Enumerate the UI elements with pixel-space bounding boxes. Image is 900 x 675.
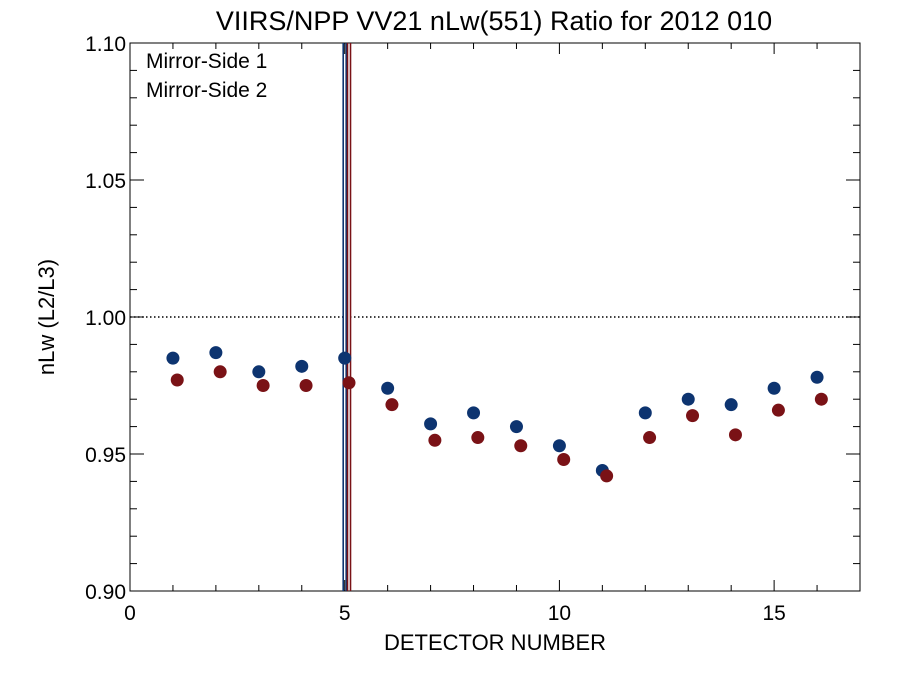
data-point-series-1 <box>338 351 352 365</box>
data-point-series-2 <box>771 403 785 417</box>
data-point-series-2 <box>814 392 828 406</box>
y-tick-label: 1.10 <box>85 33 126 56</box>
legend: Mirror-Side 1 Mirror-Side 2 <box>146 50 267 102</box>
data-point-series-2 <box>643 431 657 445</box>
y-tick-label: 1.05 <box>85 170 126 193</box>
data-point-series-2 <box>728 428 742 442</box>
data-point-series-2 <box>213 365 227 379</box>
data-point-series-2 <box>686 409 700 423</box>
data-point-series-1 <box>810 370 824 384</box>
data-point-series-2 <box>471 431 485 445</box>
x-axis-label: DETECTOR NUMBER <box>384 630 606 655</box>
legend-entry-mirror-side-1: Mirror-Side 1 <box>146 50 267 73</box>
data-point-series-1 <box>767 381 781 395</box>
data-point-series-2 <box>600 469 614 483</box>
x-tick-label: 15 <box>762 602 785 625</box>
x-tick-label: 10 <box>548 602 571 625</box>
data-point-series-1 <box>209 346 223 360</box>
x-tick-label: 5 <box>339 602 351 625</box>
data-point-series-1 <box>381 381 395 395</box>
y-axis-label: nLw (L2/L3) <box>34 259 59 375</box>
data-point-series-2 <box>385 398 399 412</box>
y-tick-label: 1.00 <box>85 307 126 330</box>
data-point-series-2 <box>299 379 313 392</box>
y-tick-label: 0.90 <box>85 581 126 604</box>
data-point-series-1 <box>509 420 523 434</box>
data-points <box>166 346 828 483</box>
legend-entry-mirror-side-2: Mirror-Side 2 <box>146 79 267 102</box>
y-tick-label: 0.95 <box>85 444 126 467</box>
data-point-series-1 <box>724 398 738 412</box>
data-point-series-2 <box>342 376 356 390</box>
data-point-series-1 <box>467 406 481 420</box>
data-point-series-2 <box>428 433 442 447</box>
data-point-series-2 <box>256 379 270 392</box>
data-point-series-1 <box>638 406 652 420</box>
data-point-series-1 <box>252 365 266 379</box>
data-point-series-1 <box>295 359 309 373</box>
data-point-series-1 <box>424 417 438 431</box>
data-point-series-1 <box>166 351 180 365</box>
data-point-series-2 <box>170 373 184 387</box>
data-point-series-2 <box>514 439 528 453</box>
data-point-series-2 <box>557 452 571 466</box>
data-point-series-1 <box>681 392 695 406</box>
chart-title: VIIRS/NPP VV21 nLw(551) Ratio for 2012 0… <box>216 6 772 36</box>
vertical-markers <box>342 43 352 591</box>
axis-ticks: 0 5 10 15 0.90 0.95 1.00 1.05 1.10 <box>85 33 861 625</box>
x-tick-label: 0 <box>124 602 136 625</box>
data-point-series-1 <box>552 439 566 453</box>
